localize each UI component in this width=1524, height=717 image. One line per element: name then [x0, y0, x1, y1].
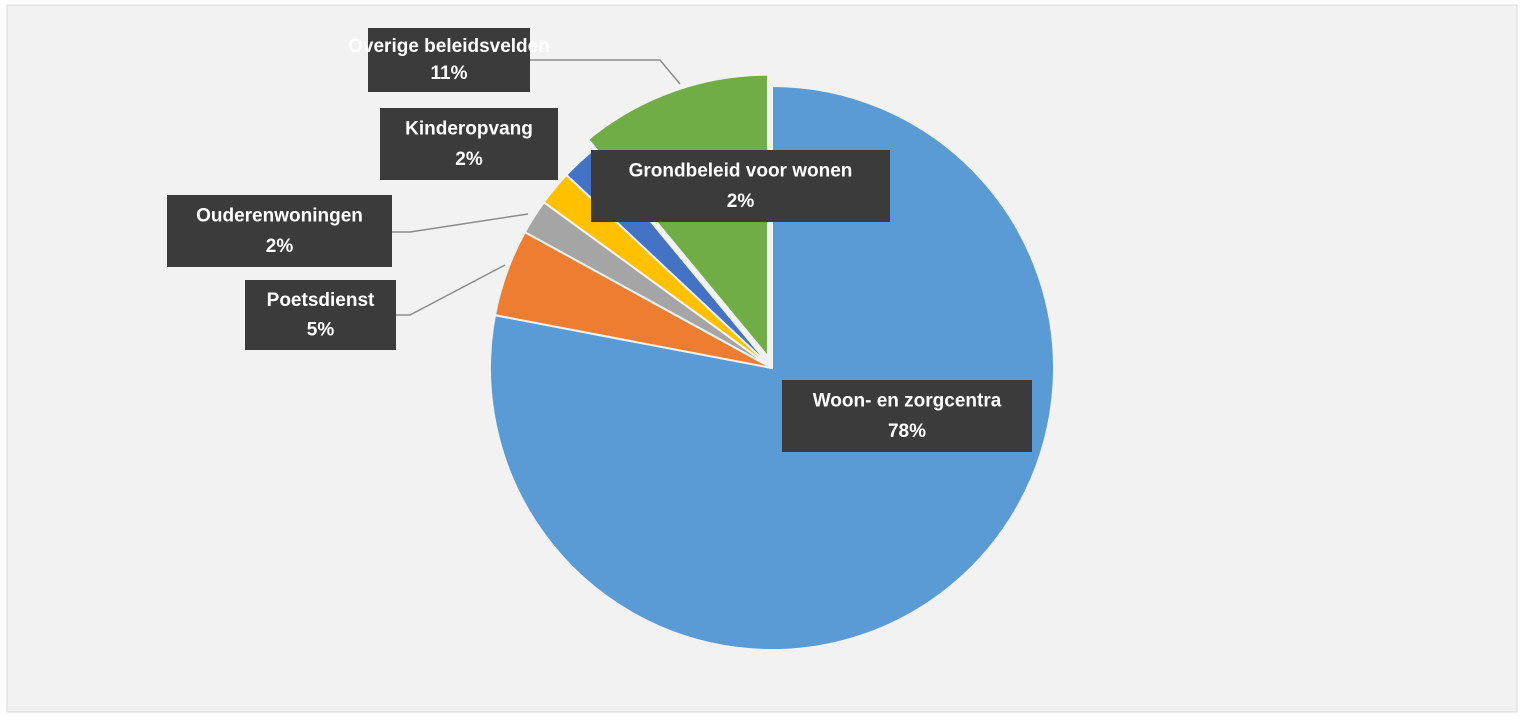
- data-labels: Woon- en zorgcentra 78% Poetsdienst 5% Ouder…: [167, 28, 1032, 452]
- leader-line: [396, 264, 506, 316]
- label-box: [782, 380, 1032, 452]
- label-value: 5%: [307, 319, 335, 340]
- label-value: 2%: [266, 236, 294, 257]
- label-box: [245, 280, 396, 350]
- label-box: [380, 108, 558, 180]
- label-value: 2%: [727, 191, 755, 212]
- label-value: 78%: [888, 421, 926, 442]
- label-box: [167, 195, 392, 267]
- label-box: [591, 150, 890, 222]
- leader-line: [392, 213, 529, 233]
- leader-line: [530, 59, 681, 85]
- leader-lines: [392, 59, 681, 316]
- label-value: 2%: [455, 149, 483, 170]
- label-value: 11%: [431, 63, 468, 84]
- label-name: Woon- en zorgcentra: [813, 391, 1002, 412]
- label-name: Grondbeleid voor wonen: [629, 161, 853, 182]
- label-name: Overige beleidsvelden: [348, 36, 550, 57]
- label-box: [368, 28, 530, 92]
- label-name: Ouderenwoningen: [196, 206, 363, 227]
- pie-slice: [489, 84, 1055, 651]
- label-name: Kinderopvang: [405, 119, 533, 140]
- label-name: Poetsdienst: [267, 290, 375, 311]
